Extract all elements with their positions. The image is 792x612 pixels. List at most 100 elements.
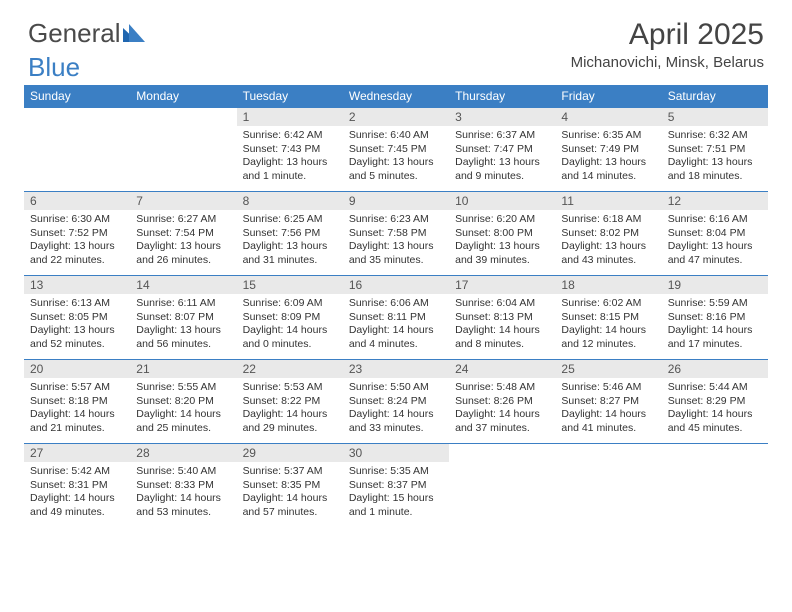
day-number: 20 — [24, 360, 130, 378]
sunrise-text: Sunrise: 6:11 AM — [136, 297, 230, 311]
daylight-line1: Daylight: 13 hours — [455, 156, 549, 170]
daylight-line1: Daylight: 13 hours — [349, 240, 443, 254]
daylight-line1: Daylight: 14 hours — [136, 492, 230, 506]
daylight-line1: Daylight: 13 hours — [668, 156, 762, 170]
sunrise-text: Sunrise: 5:55 AM — [136, 381, 230, 395]
day-details: Sunrise: 6:09 AMSunset: 8:09 PMDaylight:… — [237, 294, 343, 356]
daylight-line1: Daylight: 13 hours — [668, 240, 762, 254]
daylight-line2: and 45 minutes. — [668, 422, 762, 436]
sunrise-text: Sunrise: 6:25 AM — [243, 213, 337, 227]
sunrise-text: Sunrise: 5:53 AM — [243, 381, 337, 395]
daylight-line1: Daylight: 14 hours — [455, 408, 549, 422]
daylight-line2: and 53 minutes. — [136, 506, 230, 520]
sunset-text: Sunset: 8:13 PM — [455, 311, 549, 325]
sunrise-text: Sunrise: 6:16 AM — [668, 213, 762, 227]
sunrise-text: Sunrise: 6:02 AM — [561, 297, 655, 311]
daylight-line1: Daylight: 13 hours — [455, 240, 549, 254]
day-details: Sunrise: 6:20 AMSunset: 8:00 PMDaylight:… — [449, 210, 555, 272]
sunrise-text: Sunrise: 6:06 AM — [349, 297, 443, 311]
sunset-text: Sunset: 7:54 PM — [136, 227, 230, 241]
sunset-text: Sunset: 8:04 PM — [668, 227, 762, 241]
sunrise-text: Sunrise: 5:59 AM — [668, 297, 762, 311]
daylight-line1: Daylight: 13 hours — [243, 156, 337, 170]
sunrise-text: Sunrise: 6:32 AM — [668, 129, 762, 143]
logo-blue-wrap: Blue — [28, 52, 80, 83]
calendar-empty-cell — [24, 108, 130, 192]
day-number: 13 — [24, 276, 130, 294]
title-block: April 2025 Michanovichi, Minsk, Belarus — [571, 18, 764, 71]
page-title: April 2025 — [571, 18, 764, 52]
daylight-line2: and 47 minutes. — [668, 254, 762, 268]
daylight-line2: and 17 minutes. — [668, 338, 762, 352]
daylight-line1: Daylight: 14 hours — [668, 408, 762, 422]
day-details: Sunrise: 6:23 AMSunset: 7:58 PMDaylight:… — [343, 210, 449, 272]
day-header: Thursday — [449, 85, 555, 108]
daylight-line1: Daylight: 14 hours — [349, 324, 443, 338]
day-number: 12 — [662, 192, 768, 210]
calendar-empty-cell — [555, 444, 661, 528]
sunset-text: Sunset: 7:49 PM — [561, 143, 655, 157]
day-details: Sunrise: 6:35 AMSunset: 7:49 PMDaylight:… — [555, 126, 661, 188]
day-number: 28 — [130, 444, 236, 462]
calendar-day-cell: 12 Sunrise: 6:16 AMSunset: 8:04 PMDayligh… — [662, 192, 768, 276]
sunrise-text: Sunrise: 5:50 AM — [349, 381, 443, 395]
daylight-line2: and 57 minutes. — [243, 506, 337, 520]
daylight-line1: Daylight: 14 hours — [561, 408, 655, 422]
calendar-week-row: 20Sunrise: 5:57 AMSunset: 8:18 PMDayligh… — [24, 360, 768, 444]
day-details: Sunrise: 5:37 AMSunset: 8:35 PMDaylight:… — [237, 462, 343, 524]
daylight-line1: Daylight: 14 hours — [30, 408, 124, 422]
day-details: Sunrise: 5:48 AMSunset: 8:26 PMDaylight:… — [449, 378, 555, 440]
calendar-day-cell: 27Sunrise: 5:42 AMSunset: 8:31 PMDayligh… — [24, 444, 130, 528]
day-details: Sunrise: 6:32 AMSunset: 7:51 PMDaylight:… — [662, 126, 768, 188]
calendar-week-row: 13Sunrise: 6:13 AMSunset: 8:05 PMDayligh… — [24, 276, 768, 360]
daylight-line2: and 4 minutes. — [349, 338, 443, 352]
day-details: Sunrise: 6:13 AMSunset: 8:05 PMDaylight:… — [24, 294, 130, 356]
calendar-empty-cell — [130, 108, 236, 192]
sunrise-text: Sunrise: 5:40 AM — [136, 465, 230, 479]
calendar-day-cell: 1Sunrise: 6:42 AMSunset: 7:43 PMDaylight… — [237, 108, 343, 192]
sunset-text: Sunset: 7:56 PM — [243, 227, 337, 241]
sunrise-text: Sunrise: 6:18 AM — [561, 213, 655, 227]
sunset-text: Sunset: 8:15 PM — [561, 311, 655, 325]
day-details: Sunrise: 5:42 AMSunset: 8:31 PMDaylight:… — [24, 462, 130, 524]
daylight-line2: and 22 minutes. — [30, 254, 124, 268]
calendar-day-cell: 11Sunrise: 6:18 AMSunset: 8:02 PMDayligh… — [555, 192, 661, 276]
day-details: Sunrise: 6:30 AMSunset: 7:52 PMDaylight:… — [24, 210, 130, 272]
daylight-line1: Daylight: 14 hours — [561, 324, 655, 338]
day-number: 4 — [555, 108, 661, 126]
day-details: Sunrise: 6:40 AMSunset: 7:45 PMDaylight:… — [343, 126, 449, 188]
sunset-text: Sunset: 8:31 PM — [30, 479, 124, 493]
sunset-text: Sunset: 8:37 PM — [349, 479, 443, 493]
day-details: Sunrise: 5:55 AMSunset: 8:20 PMDaylight:… — [130, 378, 236, 440]
daylight-line2: and 18 minutes. — [668, 170, 762, 184]
daylight-line1: Daylight: 15 hours — [349, 492, 443, 506]
day-header: Tuesday — [237, 85, 343, 108]
day-header: Sunday — [24, 85, 130, 108]
sunrise-text: Sunrise: 6:42 AM — [243, 129, 337, 143]
calendar-day-cell: 15Sunrise: 6:09 AMSunset: 8:09 PMDayligh… — [237, 276, 343, 360]
sunset-text: Sunset: 7:47 PM — [455, 143, 549, 157]
daylight-line1: Daylight: 14 hours — [30, 492, 124, 506]
sunrise-text: Sunrise: 6:13 AM — [30, 297, 124, 311]
day-number: 30 — [343, 444, 449, 462]
daylight-line2: and 49 minutes. — [30, 506, 124, 520]
day-details: Sunrise: 6:06 AMSunset: 8:11 PMDaylight:… — [343, 294, 449, 356]
day-number: 15 — [237, 276, 343, 294]
daylight-line1: Daylight: 14 hours — [136, 408, 230, 422]
sunset-text: Sunset: 8:26 PM — [455, 395, 549, 409]
daylight-line1: Daylight: 13 hours — [561, 156, 655, 170]
sunset-text: Sunset: 8:33 PM — [136, 479, 230, 493]
day-number: 9 — [343, 192, 449, 210]
sunrise-text: Sunrise: 5:57 AM — [30, 381, 124, 395]
day-details: Sunrise: 5:57 AMSunset: 8:18 PMDaylight:… — [24, 378, 130, 440]
sunset-text: Sunset: 7:52 PM — [30, 227, 124, 241]
calendar-day-cell: 8Sunrise: 6:25 AMSunset: 7:56 PMDaylight… — [237, 192, 343, 276]
day-header: Wednesday — [343, 85, 449, 108]
sunset-text: Sunset: 8:20 PM — [136, 395, 230, 409]
calendar-week-row: 6Sunrise: 6:30 AMSunset: 7:52 PMDaylight… — [24, 192, 768, 276]
day-number: 14 — [130, 276, 236, 294]
daylight-line1: Daylight: 13 hours — [30, 240, 124, 254]
sunset-text: Sunset: 8:35 PM — [243, 479, 337, 493]
daylight-line2: and 1 minute. — [243, 170, 337, 184]
day-details: Sunrise: 6:25 AMSunset: 7:56 PMDaylight:… — [237, 210, 343, 272]
